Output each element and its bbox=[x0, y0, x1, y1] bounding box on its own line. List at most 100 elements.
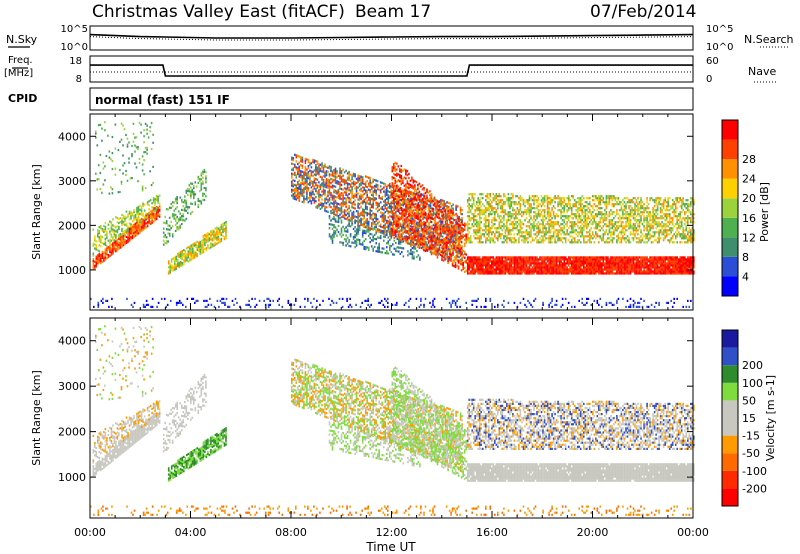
power-cell bbox=[478, 260, 481, 263]
power-cell bbox=[445, 227, 448, 230]
power-cell bbox=[316, 172, 319, 175]
power-cell bbox=[346, 188, 349, 191]
power-cell bbox=[99, 153, 102, 156]
power-cell bbox=[208, 233, 211, 236]
power-cell bbox=[348, 211, 350, 214]
power-cell bbox=[411, 202, 413, 205]
power-cell bbox=[451, 230, 454, 233]
power-cell bbox=[328, 183, 331, 186]
power-cell bbox=[389, 206, 391, 210]
power-cell bbox=[92, 267, 95, 271]
power-cell bbox=[563, 260, 565, 263]
power-cell bbox=[498, 260, 501, 263]
power-cell bbox=[112, 230, 114, 233]
power-cell bbox=[387, 252, 390, 255]
power-cell bbox=[369, 228, 371, 232]
power-cell bbox=[530, 264, 532, 267]
power-cell bbox=[601, 264, 603, 267]
power-cell bbox=[384, 199, 387, 202]
power-cell bbox=[402, 213, 404, 216]
power-cell bbox=[110, 186, 112, 189]
power-cell bbox=[103, 224, 105, 228]
power-cell bbox=[412, 213, 415, 216]
power-cell bbox=[327, 200, 329, 203]
power-cell bbox=[417, 226, 420, 229]
power-cell bbox=[122, 238, 125, 241]
power-cell bbox=[342, 233, 344, 236]
power-cell bbox=[158, 206, 161, 209]
power-cell bbox=[513, 272, 516, 275]
power-cell bbox=[379, 223, 382, 226]
power-cell bbox=[297, 189, 299, 192]
power-cell bbox=[474, 260, 476, 263]
power-cell bbox=[441, 240, 443, 243]
power-cell bbox=[489, 258, 492, 261]
power-cell bbox=[441, 218, 443, 221]
power-cell bbox=[436, 208, 439, 211]
power-cell bbox=[462, 255, 464, 259]
power-cell bbox=[120, 122, 123, 125]
power-cell bbox=[330, 181, 332, 185]
power-cell bbox=[386, 221, 388, 224]
power-cell bbox=[104, 221, 107, 224]
power-cell bbox=[130, 230, 132, 233]
power-cell bbox=[111, 168, 114, 171]
power-cell bbox=[447, 215, 449, 218]
power-cell bbox=[375, 226, 377, 229]
power-cell bbox=[378, 244, 380, 247]
power-cell bbox=[364, 248, 367, 251]
power-cell bbox=[175, 265, 177, 268]
power-cell bbox=[150, 147, 153, 151]
power-cell bbox=[297, 193, 299, 196]
power-cell bbox=[497, 272, 499, 275]
power-cell bbox=[363, 192, 365, 196]
power-cell bbox=[543, 262, 546, 265]
power-cell bbox=[292, 195, 295, 198]
power-cell bbox=[318, 165, 320, 168]
power-cell bbox=[444, 222, 447, 225]
power-cell bbox=[384, 233, 387, 236]
power-cell bbox=[343, 197, 346, 200]
power-cell bbox=[448, 240, 451, 243]
power-cell bbox=[403, 238, 406, 241]
power-cell bbox=[415, 233, 418, 236]
power-cell bbox=[409, 221, 412, 224]
power-cell bbox=[634, 270, 636, 273]
power-cell bbox=[641, 266, 644, 269]
power-cell bbox=[321, 190, 323, 193]
power-cell bbox=[485, 258, 487, 261]
power-cell bbox=[121, 217, 123, 220]
power-cell bbox=[507, 258, 510, 261]
power-cell bbox=[531, 268, 534, 271]
power-cell bbox=[415, 189, 418, 192]
power-cell bbox=[354, 226, 356, 229]
power-cell bbox=[519, 266, 522, 269]
power-cell bbox=[459, 260, 461, 263]
power-cell bbox=[173, 201, 175, 204]
power-cell bbox=[423, 193, 425, 196]
power-cell bbox=[334, 226, 337, 229]
power-cell bbox=[195, 251, 197, 254]
power-cell bbox=[387, 224, 390, 227]
power-cell bbox=[97, 256, 99, 259]
power-cell bbox=[321, 164, 323, 167]
power-cell bbox=[124, 232, 126, 236]
power-cell bbox=[463, 256, 466, 259]
power-cell bbox=[589, 264, 591, 267]
power-cell bbox=[131, 144, 133, 148]
power-cell bbox=[401, 239, 403, 242]
power-cell bbox=[540, 268, 543, 271]
power-cell bbox=[210, 238, 212, 241]
power-cell bbox=[478, 264, 481, 267]
power-cell bbox=[469, 266, 472, 269]
power-cell bbox=[342, 198, 344, 201]
power-cell bbox=[132, 132, 135, 135]
power-cell bbox=[120, 180, 123, 183]
power-cell bbox=[412, 203, 415, 206]
power-cell bbox=[315, 184, 317, 187]
power-cell bbox=[307, 161, 310, 164]
power-cell bbox=[366, 200, 368, 203]
power-cell bbox=[392, 202, 394, 205]
power-cell bbox=[104, 252, 107, 255]
power-cell bbox=[178, 251, 180, 254]
